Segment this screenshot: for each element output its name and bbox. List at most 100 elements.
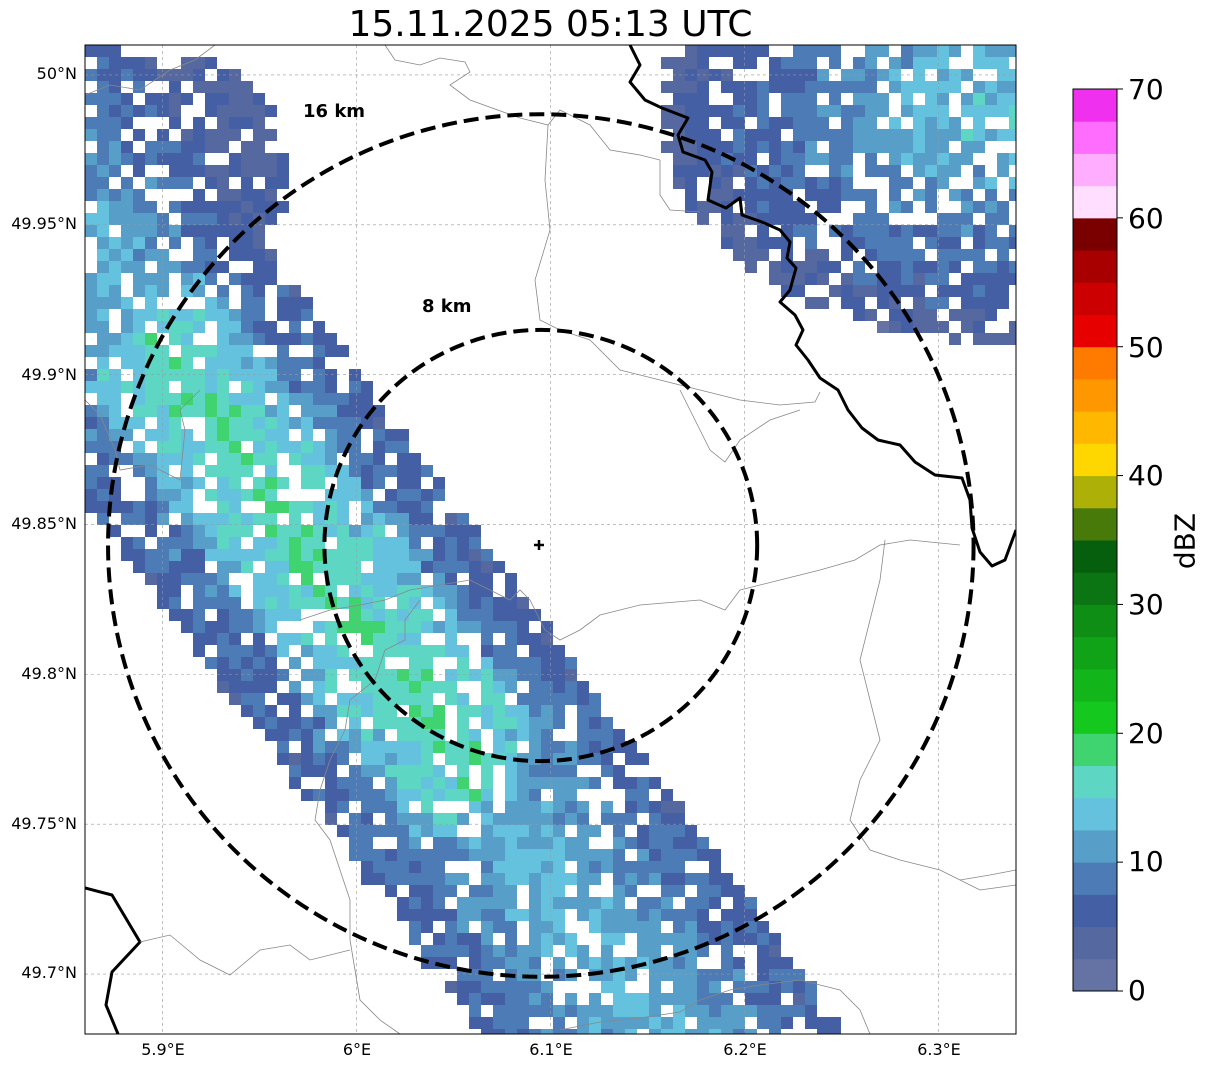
echo-cell — [217, 681, 229, 693]
echo-cell — [541, 705, 553, 717]
echo-cell — [181, 345, 193, 357]
echo-cell — [301, 693, 313, 705]
echo-cell — [769, 1029, 781, 1034]
echo-cell — [373, 873, 385, 885]
echo-cell — [85, 117, 97, 129]
echo-cell — [829, 285, 841, 297]
echo-cell — [157, 417, 169, 429]
echo-cell — [301, 405, 313, 417]
echo-cell — [973, 261, 985, 273]
echo-cell — [97, 93, 109, 105]
echo-cell — [361, 537, 373, 549]
echo-cell — [337, 657, 349, 669]
echo-cell — [409, 477, 421, 489]
echo-cell — [697, 1029, 709, 1034]
echo-cell — [973, 237, 985, 249]
echo-cell — [373, 849, 385, 861]
echo-cell — [541, 813, 553, 825]
echo-cell — [109, 141, 121, 153]
echo-cell — [1009, 153, 1016, 165]
echo-cell — [661, 117, 673, 129]
echo-cell — [217, 393, 229, 405]
echo-cell — [505, 945, 517, 957]
echo-cell — [697, 81, 709, 93]
echo-cell — [541, 765, 553, 777]
echo-cell — [745, 1029, 757, 1034]
echo-cell — [625, 837, 637, 849]
echo-cell — [385, 669, 397, 681]
echo-cell — [385, 753, 397, 765]
colorbar-segment — [1073, 250, 1117, 283]
echo-cell — [313, 369, 325, 381]
echo-cell — [625, 993, 637, 1005]
echo-cell — [397, 741, 409, 753]
echo-cell — [829, 1017, 841, 1029]
echo-cell — [721, 909, 733, 921]
echo-cell — [217, 369, 229, 381]
echo-cell — [481, 645, 493, 657]
echo-cell — [721, 957, 733, 969]
echo-cell — [769, 969, 781, 981]
echo-cell — [253, 417, 265, 429]
echo-cell — [157, 429, 169, 441]
echo-cell — [505, 765, 517, 777]
echo-cell — [937, 297, 949, 309]
echo-cell — [313, 669, 325, 681]
echo-cell — [589, 921, 601, 933]
echo-cell — [373, 465, 385, 477]
echo-cell — [385, 501, 397, 513]
echo-cell — [937, 213, 949, 225]
echo-cell — [985, 189, 997, 201]
echo-cell — [313, 753, 325, 765]
echo-cell — [277, 477, 289, 489]
echo-cell — [925, 201, 937, 213]
echo-cell — [97, 189, 109, 201]
echo-cell — [529, 609, 541, 621]
echo-cell — [565, 657, 577, 669]
echo-cell — [313, 357, 325, 369]
echo-cell — [97, 57, 109, 69]
echo-cell — [349, 549, 361, 561]
echo-cell — [985, 57, 997, 69]
echo-cell — [925, 165, 937, 177]
echo-cell — [121, 381, 133, 393]
echo-cell — [481, 777, 493, 789]
echo-cell — [937, 237, 949, 249]
echo-cell — [337, 741, 349, 753]
echo-cell — [217, 297, 229, 309]
echo-cell — [877, 321, 889, 333]
echo-cell — [973, 321, 985, 333]
echo-cell — [421, 645, 433, 657]
echo-cell — [193, 621, 205, 633]
echo-cell — [337, 573, 349, 585]
colorbar-label: dBZ — [1168, 512, 1202, 570]
echo-cell — [997, 261, 1009, 273]
echo-cell — [121, 345, 133, 357]
echo-cell — [433, 897, 445, 909]
colorbar-tick-label: 10 — [1128, 845, 1164, 878]
echo-cell — [481, 681, 493, 693]
echo-cell — [313, 741, 325, 753]
echo-cell — [217, 213, 229, 225]
echo-cell — [553, 933, 565, 945]
echo-cell — [205, 213, 217, 225]
echo-cell — [685, 849, 697, 861]
echo-cell — [589, 909, 601, 921]
echo-cell — [361, 525, 373, 537]
echo-cell — [193, 525, 205, 537]
echo-cell — [745, 129, 757, 141]
echo-cell — [193, 513, 205, 525]
echo-cell — [901, 105, 913, 117]
echo-cell — [409, 513, 421, 525]
echo-cell — [289, 549, 301, 561]
echo-cell — [217, 333, 229, 345]
echo-cell — [349, 393, 361, 405]
echo-cell — [241, 249, 253, 261]
echo-cell — [277, 369, 289, 381]
echo-cell — [649, 969, 661, 981]
echo-cell — [469, 981, 481, 993]
echo-cell — [781, 117, 793, 129]
echo-cell — [505, 1017, 517, 1029]
echo-cell — [181, 213, 193, 225]
echo-cell — [709, 45, 721, 57]
